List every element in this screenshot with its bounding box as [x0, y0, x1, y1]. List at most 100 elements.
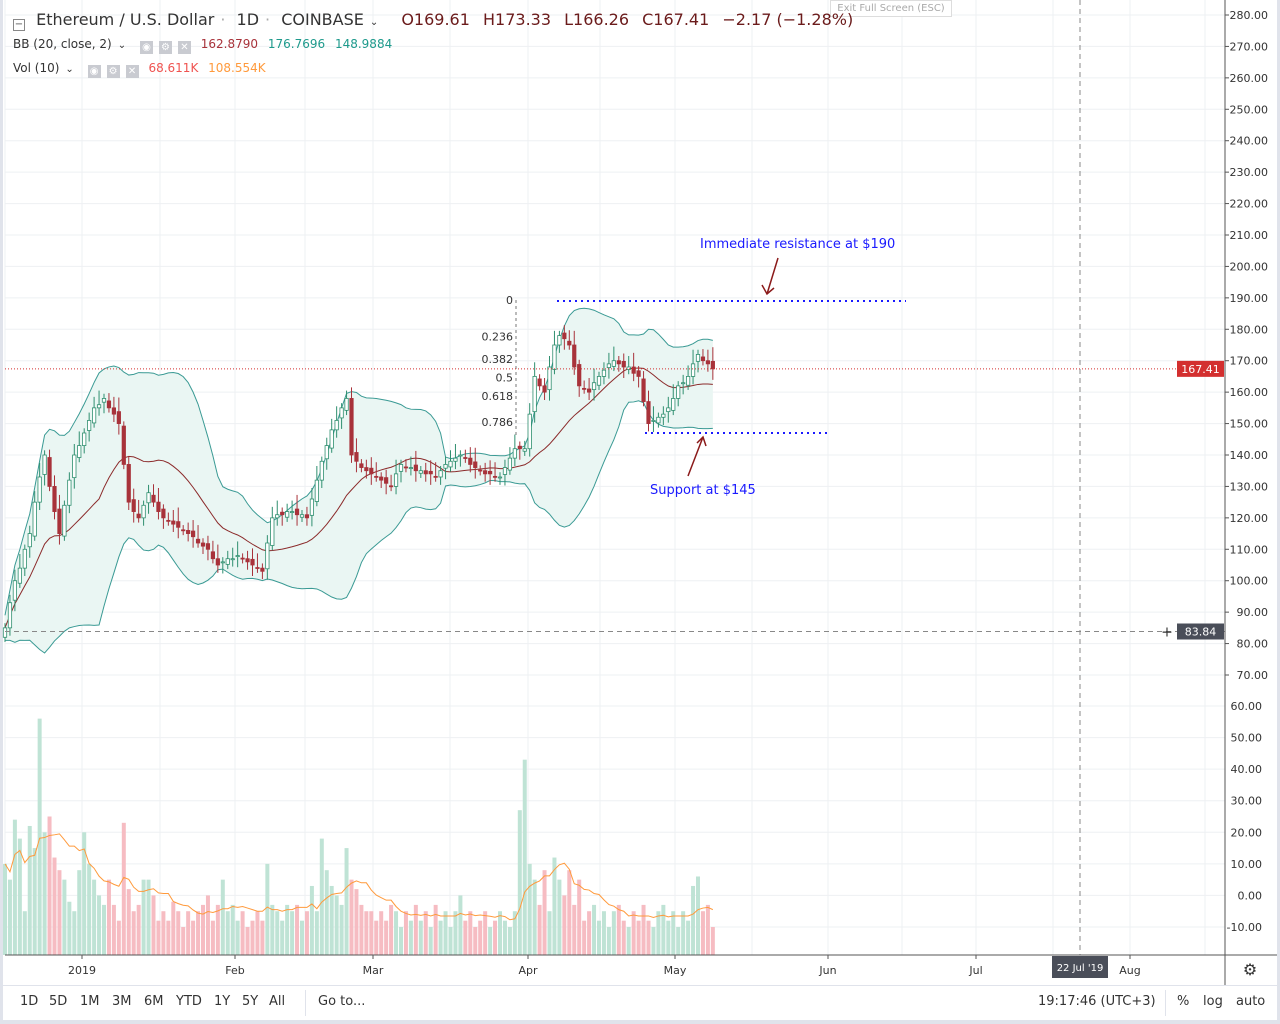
volume-bar: [260, 920, 265, 955]
volume-bar: [379, 911, 384, 955]
volume-bar: [651, 927, 656, 955]
candle-body: [676, 385, 681, 399]
bottom-toolbar: 1D 5D 1M 3M 6M YTD 1Y 5Y All Go to... 19:17:46 (…: [3, 985, 1277, 1020]
candle-body: [101, 398, 107, 403]
candle-body: [641, 378, 646, 402]
auto-toggle[interactable]: auto: [1236, 994, 1266, 1009]
symbol-name[interactable]: Ethereum / U.S. Dollar: [36, 10, 215, 29]
candle-body: [344, 398, 349, 411]
close-icon[interactable]: ✕: [125, 65, 139, 78]
volume-bar: [32, 848, 37, 955]
exit-fullscreen-hint[interactable]: Exit Full Screen (ESC): [830, 0, 952, 17]
range-all[interactable]: All: [269, 994, 286, 1009]
time-tick-label: Feb: [225, 964, 244, 977]
volume-bar: [62, 879, 67, 955]
chevron-down-icon[interactable]: ⌄: [369, 17, 379, 28]
candle-body: [240, 557, 245, 560]
candle-body: [700, 356, 706, 362]
ohlc-open: O169.61: [401, 10, 470, 29]
volume-bar: [210, 920, 215, 955]
time-tick-label: Jul: [968, 964, 982, 977]
candle-body: [398, 464, 404, 472]
candle-body: [27, 533, 32, 548]
range-1m[interactable]: 1M: [80, 994, 100, 1009]
candle-body: [596, 376, 602, 386]
volume-bar: [161, 911, 166, 955]
candle-body: [364, 467, 369, 472]
range-1d[interactable]: 1D: [20, 994, 39, 1009]
candle-body: [314, 479, 319, 502]
volume-bar: [270, 904, 275, 955]
volume-bar: [290, 911, 295, 955]
goto-button[interactable]: Go to...: [318, 994, 366, 1009]
candle-body: [537, 378, 542, 387]
volume-bar: [502, 920, 507, 955]
candle-body: [705, 360, 711, 365]
range-1y[interactable]: 1Y: [214, 994, 231, 1009]
volume-bar: [527, 863, 532, 955]
candle-body: [631, 366, 636, 374]
chart-canvas[interactable]: 0 0.236 0.382 0.5 0.618 0.786 280.00 270.00 260.…: [0, 0, 1280, 985]
candle-body: [661, 413, 666, 418]
crosshair-plus-icon: +: [1161, 625, 1173, 641]
candle-body: [621, 360, 626, 368]
candle-body: [37, 476, 42, 503]
crosshair-date-tag: [1052, 956, 1108, 978]
range-6m[interactable]: 6M: [144, 994, 164, 1009]
volume-bar: [453, 911, 458, 955]
range-ytd[interactable]: YTD: [176, 994, 202, 1009]
volume-bar: [275, 911, 280, 955]
eye-icon[interactable]: ◉: [87, 65, 101, 78]
candle-body: [369, 467, 374, 475]
candle-body: [42, 454, 47, 475]
candle-body: [681, 382, 686, 385]
chevron-down-icon[interactable]: ⌄: [117, 40, 127, 51]
candle-body: [106, 400, 112, 409]
candle-body: [666, 407, 671, 413]
support-annotation[interactable]: Support at $145: [650, 483, 756, 498]
range-5y[interactable]: 5Y: [242, 994, 259, 1009]
price-tick-label: 140.00: [1230, 449, 1269, 462]
candle-body: [413, 464, 418, 472]
candle-body: [547, 366, 552, 391]
volume-bar: [47, 816, 52, 955]
candle-body: [374, 475, 379, 478]
price-tick-label: 230.00: [1230, 166, 1269, 179]
settings-gear-icon[interactable]: ⚙: [1243, 960, 1257, 979]
candle-body: [616, 360, 621, 365]
volume-bar: [542, 870, 547, 955]
collapse-icon[interactable]: −: [13, 19, 25, 31]
range-5d[interactable]: 5D: [49, 994, 68, 1009]
chevron-down-icon[interactable]: ⌄: [65, 64, 74, 75]
price-tick-label: 110.00: [1230, 543, 1269, 556]
candle-body: [626, 366, 631, 370]
bb-label[interactable]: BB (20, close, 2): [13, 37, 112, 51]
volume-bar: [522, 759, 527, 955]
volume-bar: [671, 911, 676, 955]
range-3m[interactable]: 3M: [112, 994, 132, 1009]
percent-toggle[interactable]: %: [1177, 994, 1190, 1009]
fib-level-label: 0.786: [482, 416, 514, 429]
vol-label[interactable]: Vol (10): [13, 61, 60, 75]
candle-body: [131, 499, 136, 512]
resistance-annotation[interactable]: Immediate resistance at $190: [700, 237, 896, 252]
candle-body: [67, 479, 72, 506]
gear-icon[interactable]: ⚙: [158, 41, 172, 54]
eye-icon[interactable]: ◉: [139, 41, 153, 54]
candle-body: [433, 475, 438, 478]
price-tick-label: 150.00: [1230, 418, 1269, 431]
candle-body: [562, 332, 567, 340]
volume-bar: [67, 901, 72, 955]
volume-tick-label: 60.00: [1231, 700, 1263, 713]
gear-icon[interactable]: ⚙: [106, 65, 120, 78]
volume-bar: [384, 920, 389, 955]
candle-body: [423, 470, 428, 475]
log-toggle[interactable]: log: [1203, 994, 1223, 1009]
candle-body: [522, 448, 527, 452]
candle-body: [512, 448, 517, 459]
volume-bar: [478, 920, 483, 955]
volume-bar: [369, 911, 374, 955]
volume-bar: [235, 920, 240, 955]
close-icon[interactable]: ✕: [177, 41, 191, 54]
volume-bar: [201, 904, 205, 955]
